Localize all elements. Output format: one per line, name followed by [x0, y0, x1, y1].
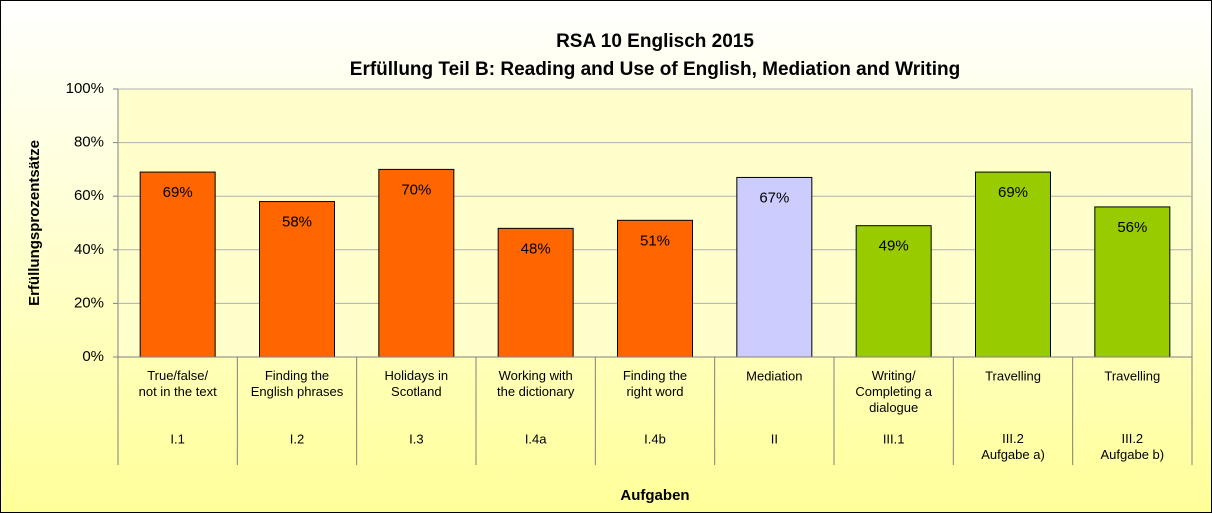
x-tick-label: Travelling [1104, 368, 1160, 383]
x-tick-label: Holidays in Scotland [385, 368, 449, 399]
data-label: 51% [640, 232, 670, 249]
data-label: 49% [879, 238, 909, 255]
chart-title: RSA 10 Englisch 2015 [556, 31, 754, 52]
x-group-label: I.2 [290, 431, 304, 446]
x-tick-label: Finding the English phrases [251, 368, 344, 399]
x-axis-title: Aufgaben [620, 487, 689, 504]
y-tick-label: 40% [74, 241, 104, 258]
bar [139, 171, 216, 358]
x-group-label: I.1 [170, 431, 184, 446]
chart-subtitle: Erfüllung Teil B: Reading and Use of Eng… [350, 59, 960, 80]
data-label: 69% [998, 184, 1028, 201]
bar [736, 176, 813, 358]
x-group-label: I.3 [409, 431, 423, 446]
bar [617, 219, 693, 358]
data-label: 48% [521, 240, 551, 257]
x-tick-label: Mediation [746, 368, 802, 383]
bar [497, 227, 574, 358]
data-label: 70% [401, 181, 431, 198]
x-tick-label: Travelling [985, 368, 1041, 383]
data-label: 67% [759, 189, 789, 206]
y-tick-label: 0% [82, 348, 104, 365]
x-tick-label: Finding the right word [623, 368, 687, 399]
x-group-label: II [771, 431, 778, 446]
y-tick-label: 100% [66, 80, 104, 97]
data-label: 56% [1117, 219, 1147, 236]
x-group-label: I.4a [525, 431, 547, 446]
y-tick-label: 60% [74, 187, 104, 204]
y-tick-label: 80% [74, 134, 104, 151]
x-group-label: III.1 [883, 431, 905, 446]
data-label: 69% [163, 184, 193, 201]
bar [259, 201, 335, 358]
bar [1094, 206, 1171, 358]
x-tick-label: Writing/Completing a dialogue [855, 368, 932, 415]
x-tick-label: True/false/not in the text [139, 368, 217, 399]
bar [855, 225, 932, 358]
x-group-label: III.2 Aufgabe b) [1101, 431, 1165, 462]
x-group-label: I.4b [644, 431, 666, 446]
x-group-label: III.2 Aufgabe a) [981, 431, 1045, 462]
x-tick-label: Working with the dictionary [497, 368, 575, 399]
y-tick-label: 20% [74, 294, 104, 311]
data-label: 58% [282, 214, 312, 231]
y-axis-title: Erfüllungsprozentsätze [26, 140, 43, 306]
